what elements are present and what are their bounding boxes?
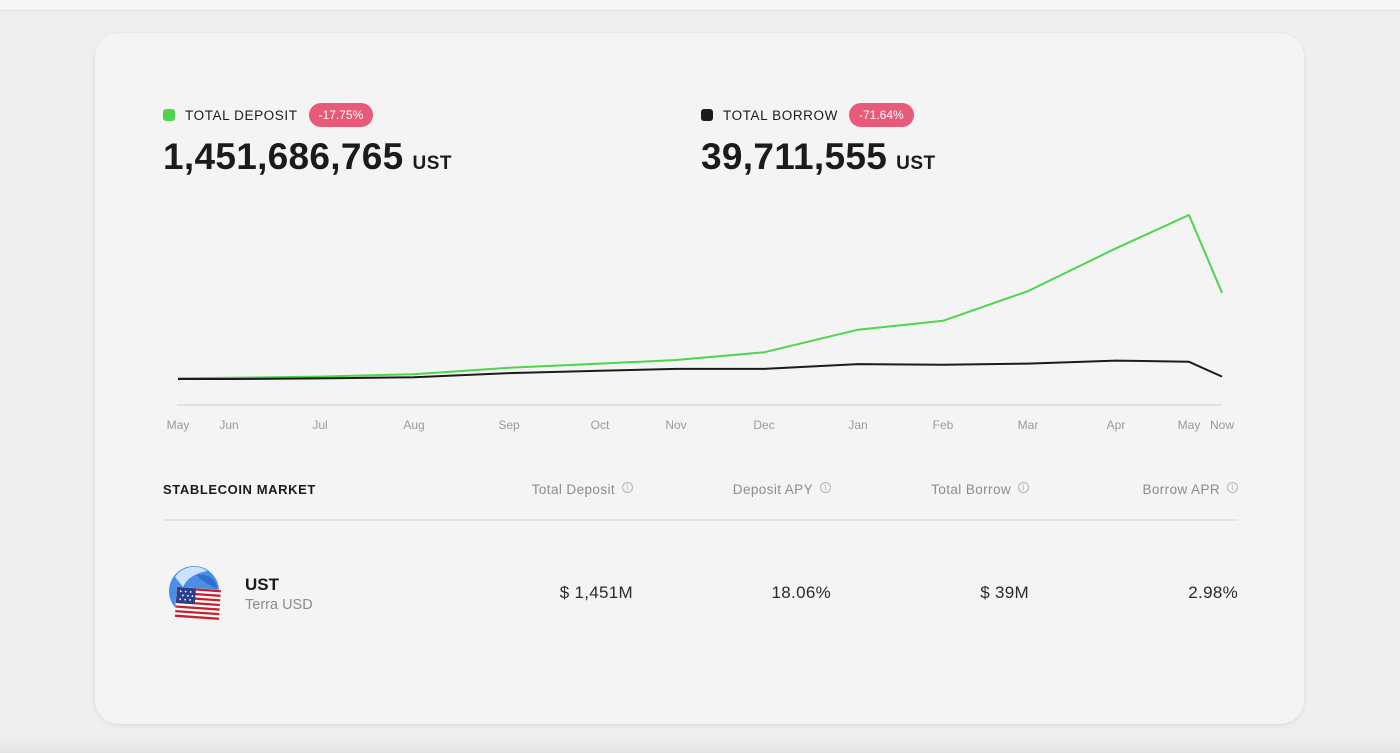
x-tick-label: Oct	[591, 418, 610, 432]
top-bar	[0, 0, 1400, 11]
chart-lines	[177, 214, 1223, 380]
col-deposit-apy-label: Deposit APY	[732, 482, 813, 497]
x-tick-label: Aug	[403, 418, 424, 432]
x-axis-ticks: May Jun Jul Aug Sep Oct Nov Dec Jan Feb Mar Apr May N…	[167, 418, 1235, 432]
deposit-legend-swatch	[163, 109, 175, 121]
cell-total-deposit: $ 1,451M	[559, 583, 633, 602]
cell-deposit-apy: 18.06%	[771, 583, 831, 602]
total-borrow-stat: TOTAL BORROW -71.64% 39,711,555 UST	[701, 103, 936, 178]
info-icon[interactable]: i	[820, 481, 831, 493]
x-tick-label: Nov	[665, 418, 686, 432]
borrow-legend-swatch	[701, 109, 713, 121]
col-deposit-apy-header[interactable]: Deposit APY i	[733, 481, 831, 499]
x-tick-label: Jan	[848, 418, 867, 432]
token-name: Terra USD	[245, 597, 313, 613]
x-tick-label: Apr	[1107, 418, 1126, 432]
x-tick-label: Jun	[219, 418, 238, 432]
deposit-borrow-chart[interactable]: May Jun Jul Aug Sep Oct Nov Dec Jan Feb Mar Apr May N…	[95, 33, 1304, 453]
cell-total-borrow: $ 39M	[980, 583, 1029, 602]
total-borrow-value: 39,711,555	[701, 136, 888, 177]
total-deposit-label: TOTAL DEPOSIT	[185, 107, 298, 123]
market-row-ust[interactable]: UST Terra USD $ 1,451M 18.06% $ 39M 2.98…	[163, 561, 1238, 625]
col-total-deposit-header[interactable]: Total Deposit i	[532, 481, 633, 499]
x-tick-label: Now	[1210, 418, 1234, 432]
token-symbol: UST	[245, 575, 279, 594]
bottom-fade	[0, 738, 1400, 753]
market-table-header: STABLECOIN MARKET Total Deposit i Deposit…	[163, 481, 1238, 521]
x-tick-label: May	[1178, 418, 1201, 432]
deposit-change-badge: -17.75%	[308, 103, 374, 127]
col-borrow-apr-header[interactable]: Borrow APR i	[1142, 481, 1238, 499]
col-total-borrow-header[interactable]: Total Borrow i	[931, 481, 1029, 499]
total-borrow-line	[178, 359, 1223, 380]
x-tick-label: Sep	[498, 418, 520, 432]
col-total-borrow-label: Total Borrow	[931, 482, 1011, 497]
info-icon[interactable]: i	[1018, 481, 1029, 493]
cell-borrow-apr: 2.98%	[1188, 583, 1238, 602]
total-deposit-value: 1,451,686,765	[163, 136, 404, 177]
info-icon[interactable]: i	[622, 481, 633, 493]
x-tick-label: Mar	[1018, 418, 1039, 432]
x-tick-label: Dec	[753, 418, 774, 432]
ust-flag-globe-icon	[169, 566, 222, 621]
market-title: STABLECOIN MARKET	[163, 482, 316, 497]
total-deposit-stat: TOTAL DEPOSIT -17.75% 1,451,686,765 UST	[163, 103, 452, 178]
total-borrow-label: TOTAL BORROW	[723, 107, 838, 123]
x-tick-label: May	[167, 418, 190, 432]
col-borrow-apr-label: Borrow APR	[1142, 482, 1220, 497]
market-card: TOTAL DEPOSIT -17.75% 1,451,686,765 UST …	[95, 33, 1304, 724]
info-icon[interactable]: i	[1227, 481, 1238, 493]
borrow-change-badge: -71.64%	[848, 103, 914, 127]
total-deposit-line	[177, 214, 1223, 380]
col-total-deposit-label: Total Deposit	[531, 482, 615, 497]
x-tick-label: Jul	[312, 418, 327, 432]
total-borrow-unit: UST	[896, 153, 936, 174]
total-deposit-unit: UST	[412, 153, 453, 174]
x-tick-label: Feb	[933, 418, 954, 432]
